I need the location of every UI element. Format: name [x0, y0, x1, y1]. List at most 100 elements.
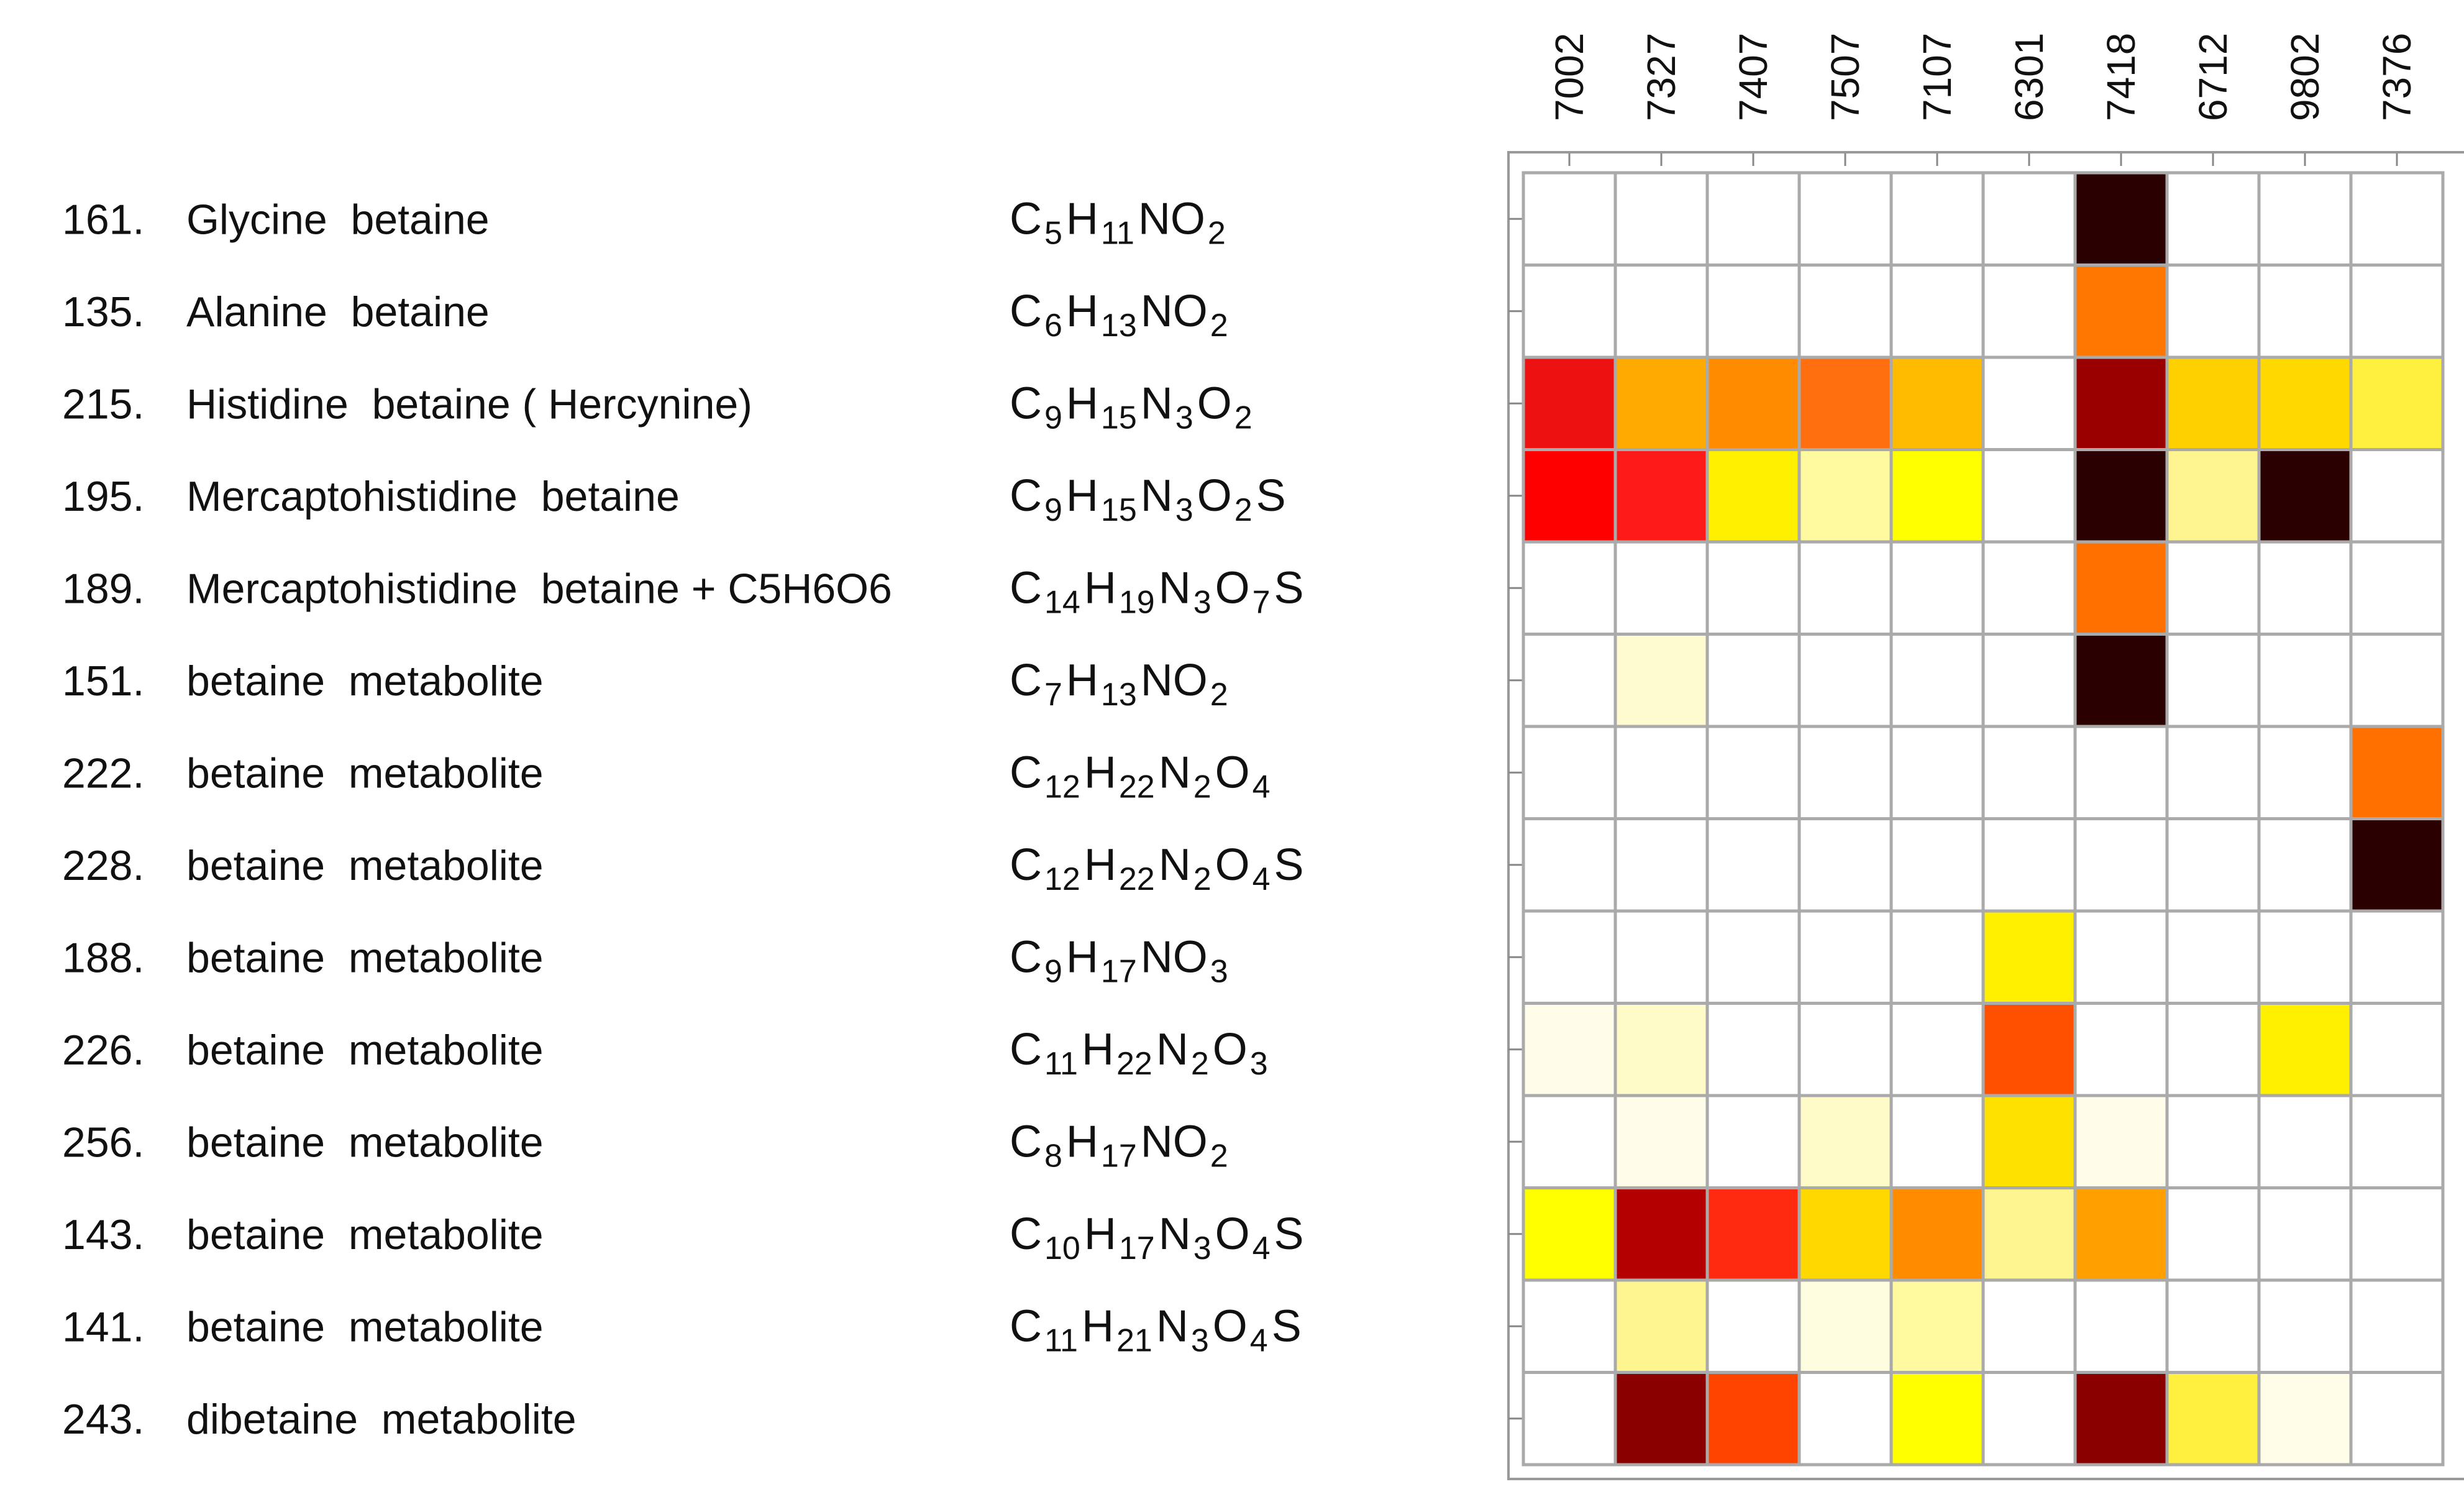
heatmap-cell — [1797, 1002, 1893, 1097]
heatmap-cell — [1522, 448, 1617, 544]
row-number: 222. — [62, 749, 144, 797]
heatmap-cell — [2349, 448, 2445, 544]
formula-part: O — [1215, 563, 1250, 613]
formula-part: 4 — [1253, 769, 1271, 805]
heatmap-cell — [1889, 1371, 1985, 1467]
heatmap-cell — [1797, 1186, 1893, 1282]
heatmap-cell — [1981, 263, 2077, 359]
formula-part: 9 — [1044, 400, 1062, 436]
heatmap-cell — [2165, 1094, 2261, 1189]
formula-part: C — [1010, 378, 1042, 428]
row-number: 228. — [62, 842, 144, 889]
heatmap-cell — [1522, 909, 1617, 1005]
formula-part: O — [1213, 1025, 1248, 1074]
formula-part: 3 — [1193, 1230, 1211, 1266]
formula-part: 11 — [1101, 215, 1134, 251]
plot-frame — [1507, 151, 2464, 1480]
heatmap-cell — [2073, 909, 2169, 1005]
compound-name: Glycine betaine — [186, 196, 490, 243]
heatmap-cell — [1705, 355, 1801, 451]
heatmap-cell — [1797, 1094, 1893, 1189]
molecular-formula: C10H17N3O4S — [1010, 1209, 1304, 1266]
heatmap-cell — [2165, 263, 2261, 359]
formula-part: 2 — [1234, 492, 1253, 528]
heatmap-cell — [1705, 448, 1801, 544]
compound-name: dibetaine metabolite — [186, 1396, 577, 1443]
formula-part: S — [1274, 1209, 1304, 1259]
formula-part: NO — [1141, 286, 1208, 336]
heatmap-cell — [2073, 448, 2169, 544]
formula-part: 19 — [1119, 584, 1155, 620]
formula-part: H — [1066, 286, 1098, 336]
heatmap-cell — [2073, 355, 2169, 451]
heatmap-cell — [1613, 263, 1709, 359]
formula-part: 11 — [1044, 1046, 1078, 1082]
formula-part: 4 — [1253, 861, 1271, 897]
heatmap-cell — [2073, 1278, 2169, 1374]
formula-part: O — [1197, 378, 1232, 428]
heatmap-cell — [2073, 633, 2169, 728]
heatmap-cell — [1889, 633, 1985, 728]
formula-part: NO — [1141, 932, 1208, 982]
heatmap-cell — [2073, 1371, 2169, 1467]
formula-part: 3 — [1191, 1322, 1209, 1358]
heatmap-cell — [1889, 1186, 1985, 1282]
formula-part: 2 — [1208, 215, 1226, 251]
molecular-formula: C9H17NO3 — [1010, 932, 1228, 989]
formula-part: O — [1213, 1301, 1248, 1351]
heatmap-cell — [1522, 633, 1617, 728]
heatmap-cell — [1613, 1371, 1709, 1467]
heatmap-cell — [1797, 1371, 1893, 1467]
heatmap-cell — [2165, 1371, 2261, 1467]
heatmap-cell — [2349, 171, 2445, 267]
heatmap-cell — [1522, 1094, 1617, 1189]
heatmap-cell — [1797, 909, 1893, 1005]
heatmap-cell — [1981, 171, 2077, 267]
heatmap-cell — [2073, 540, 2169, 636]
heatmap-cell — [1705, 1094, 1801, 1189]
heatmap-cell — [2349, 1371, 2445, 1467]
heatmap-cell — [1613, 1002, 1709, 1097]
heatmap-cell — [2349, 909, 2445, 1005]
heatmap-cell — [1522, 540, 1617, 636]
formula-part: 13 — [1101, 677, 1137, 713]
heatmap-cell — [1705, 1371, 1801, 1467]
column-label: 9802 — [2283, 33, 2327, 121]
formula-part: 4 — [1250, 1322, 1268, 1358]
formula-part: 2 — [1191, 1046, 1209, 1082]
heatmap-cell — [1981, 725, 2077, 820]
heatmap-cell — [2073, 263, 2169, 359]
heatmap-cell — [1889, 725, 1985, 820]
column-label: 7407 — [1731, 33, 1776, 121]
column-label: 7507 — [1823, 33, 1868, 121]
heatmap-cell — [2165, 725, 2261, 820]
molecular-formula: C14H19N3O7S — [1010, 563, 1304, 620]
heatmap-cell — [2257, 1278, 2353, 1374]
formula-part: 6 — [1044, 308, 1062, 344]
formula-part: C — [1010, 748, 1042, 797]
heatmap-cell — [1613, 1278, 1709, 1374]
formula-part: N — [1156, 1301, 1189, 1351]
formula-part: 3 — [1250, 1046, 1268, 1082]
heatmap-cell — [2165, 1002, 2261, 1097]
row-number: 243. — [62, 1396, 144, 1443]
formula-part: 8 — [1044, 1138, 1062, 1174]
formula-part: 14 — [1044, 584, 1080, 620]
heatmap-cell — [2349, 540, 2445, 636]
formula-part: 9 — [1044, 953, 1062, 989]
heatmap-cell — [2165, 448, 2261, 544]
heatmap-cell — [2165, 633, 2261, 728]
formula-part: O — [1215, 748, 1250, 797]
formula-part: S — [1272, 1301, 1302, 1351]
compound-name: Mercaptohistidine betaine — [186, 473, 680, 520]
formula-part: N — [1141, 471, 1173, 521]
heatmap-cell — [2257, 540, 2353, 636]
heatmap-cell — [2349, 1278, 2445, 1374]
heatmap-cell — [2165, 540, 2261, 636]
compound-name: betaine metabolite — [186, 657, 544, 705]
heatmap-cell — [1797, 263, 1893, 359]
heatmap-cell — [1613, 355, 1709, 451]
formula-part: H — [1084, 563, 1116, 613]
heatmap-cell — [2257, 725, 2353, 820]
